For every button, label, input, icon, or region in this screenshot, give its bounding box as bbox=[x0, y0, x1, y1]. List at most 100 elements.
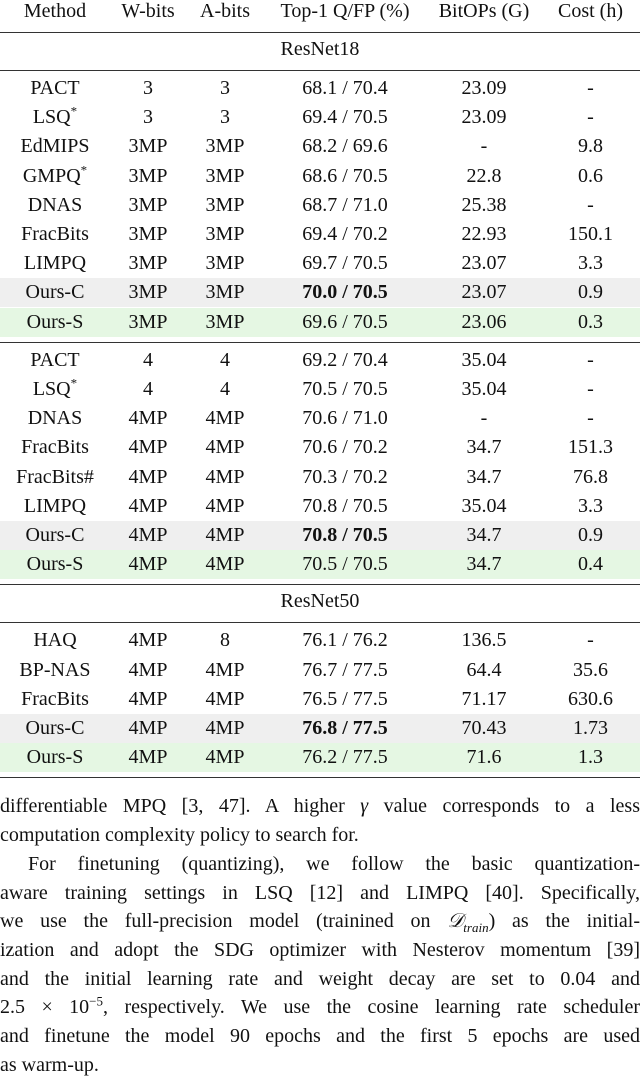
text-segment: and finetune the model 90 epochs and the… bbox=[0, 1025, 640, 1047]
table-cell: 630.6 bbox=[541, 685, 640, 714]
table-cell: 0.9 bbox=[541, 278, 640, 307]
cell-text: LIMPQ bbox=[23, 252, 87, 275]
table-cell: FracBits bbox=[0, 220, 110, 249]
cell-text: 22.8 bbox=[466, 164, 502, 187]
cell-text: LIMPQ bbox=[23, 494, 87, 517]
rule bbox=[0, 32, 640, 33]
table-cell: 3MP bbox=[110, 162, 186, 191]
table-cell: Ours-S bbox=[0, 743, 110, 772]
table-cell: LSQ* bbox=[0, 103, 110, 132]
table-cell: 69.4 / 70.5 bbox=[263, 103, 427, 132]
table-cell: 4 bbox=[110, 346, 186, 375]
cell-text: 4MP bbox=[128, 717, 168, 739]
header-cell: Cost (h) bbox=[558, 0, 623, 22]
cell-text: 3MP bbox=[128, 281, 168, 304]
cell-text: 150.1 bbox=[568, 223, 613, 245]
header-cell: W-bits bbox=[121, 0, 175, 22]
table-cell: 0.4 bbox=[541, 550, 640, 579]
cell-text: - bbox=[587, 193, 594, 216]
cell-text: 71.17 bbox=[461, 687, 507, 710]
table-cell: DNAS bbox=[0, 404, 110, 433]
text-segment: 𝒟 bbox=[447, 910, 464, 933]
table-cell: EdMIPS bbox=[0, 132, 110, 161]
table-cell: 4MP bbox=[110, 743, 186, 772]
table-cell: DNAS bbox=[0, 191, 110, 220]
cell-text: Ours-S bbox=[26, 746, 84, 769]
table-cell: 35.6 bbox=[541, 656, 640, 685]
cell-text: 23.09 bbox=[461, 106, 507, 129]
cell-text: 76.5 / 77.5 bbox=[302, 687, 388, 710]
table-cell: 68.2 / 69.6 bbox=[263, 132, 427, 161]
cell-text: 4MP bbox=[128, 658, 168, 681]
cell-text: 35.04 bbox=[461, 494, 507, 517]
text-line: aware training settings in LSQ [12] and … bbox=[0, 879, 640, 908]
cell-text: 4MP bbox=[205, 436, 245, 459]
cell-text: 69.6 / 70.5 bbox=[302, 310, 388, 333]
cell-text: GMPQ bbox=[22, 164, 81, 187]
table-cell: 4MP bbox=[110, 433, 186, 462]
cell-text: - bbox=[587, 629, 594, 652]
cell-text: 76.8 bbox=[573, 465, 608, 488]
header-cell: Top-1 Q/FP (%) bbox=[280, 0, 410, 22]
table-cell: 68.1 / 70.4 bbox=[263, 74, 427, 103]
text-segment: aware training settings in LSQ [12] and … bbox=[0, 881, 640, 904]
cell-text: 3MP bbox=[128, 193, 168, 216]
text-line: 2.5 × 10−5, respectively. We use the cos… bbox=[0, 993, 640, 1022]
row-highlight bbox=[0, 278, 640, 308]
cell-text: BP-NAS bbox=[19, 658, 91, 681]
table-cell: - bbox=[541, 191, 640, 220]
table-cell: 3MP bbox=[110, 308, 186, 337]
table-cell: 35.04 bbox=[427, 375, 541, 404]
text-segment: 2.5 × 10 bbox=[0, 996, 90, 1019]
cell-text: 70.5 / 70.5 bbox=[302, 378, 388, 400]
table-cell: 3 bbox=[110, 103, 186, 132]
cell-text: 1.3 bbox=[578, 746, 603, 769]
cell-text: 68.6 / 70.5 bbox=[302, 164, 388, 187]
superscript: * bbox=[70, 375, 78, 391]
cell-text: 69.2 / 70.4 bbox=[302, 348, 388, 371]
table-cell: 70.6 / 70.2 bbox=[263, 433, 427, 462]
cell-text: 4MP bbox=[128, 746, 168, 769]
cell-text: 4MP bbox=[205, 553, 245, 576]
table-cell: 34.7 bbox=[427, 550, 541, 579]
cell-text: Ours-S bbox=[26, 310, 84, 333]
table-cell: 3MP bbox=[187, 278, 263, 307]
cell-text: 34.7 bbox=[466, 524, 502, 546]
table-cell: 3MP bbox=[187, 308, 263, 337]
table-cell: 151.3 bbox=[541, 433, 640, 462]
table-cell: 68.6 / 70.5 bbox=[263, 162, 427, 191]
cell-text: 3MP bbox=[128, 164, 168, 187]
table-cell: 4MP bbox=[187, 404, 263, 433]
table-cell: 0.3 bbox=[541, 308, 640, 337]
table-cell: LSQ* bbox=[0, 375, 110, 404]
cell-text: 4MP bbox=[205, 494, 245, 517]
table-cell: 0.9 bbox=[541, 521, 640, 550]
rule bbox=[0, 622, 640, 624]
cell-text: 23.07 bbox=[461, 281, 507, 304]
table-cell: 23.09 bbox=[427, 103, 541, 132]
table-cell: 4 bbox=[110, 375, 186, 404]
table-cell: 23.09 bbox=[427, 74, 541, 103]
cell-text: 35.04 bbox=[461, 348, 507, 371]
text-line: For finetuning (quantizing), we follow t… bbox=[28, 850, 640, 879]
table-cell: 1.3 bbox=[541, 743, 640, 772]
cell-text: 4MP bbox=[128, 524, 168, 546]
table-cell: 4MP bbox=[110, 714, 186, 743]
table-cell: 70.0 / 70.5 bbox=[263, 278, 427, 307]
table-cell: LIMPQ bbox=[0, 249, 110, 278]
cell-text: 4MP bbox=[205, 717, 245, 739]
cell-text: - bbox=[587, 348, 594, 371]
cell-text: 70.8 / 70.5 bbox=[302, 494, 388, 517]
table-cell: 150.1 bbox=[541, 220, 640, 249]
table-cell: FracBits# bbox=[0, 463, 110, 492]
cell-text: 4MP bbox=[205, 687, 245, 710]
table-cell: FracBits bbox=[0, 433, 110, 462]
table-cell: 23.06 bbox=[427, 308, 541, 337]
cell-text: 76.1 / 76.2 bbox=[302, 629, 388, 652]
cell-text: 25.38 bbox=[461, 193, 507, 216]
cell-text: 70.6 / 70.2 bbox=[302, 436, 388, 459]
cell-text: - bbox=[480, 135, 488, 158]
table-cell: PACT bbox=[0, 74, 110, 103]
table-cell: 70.5 / 70.5 bbox=[263, 550, 427, 579]
